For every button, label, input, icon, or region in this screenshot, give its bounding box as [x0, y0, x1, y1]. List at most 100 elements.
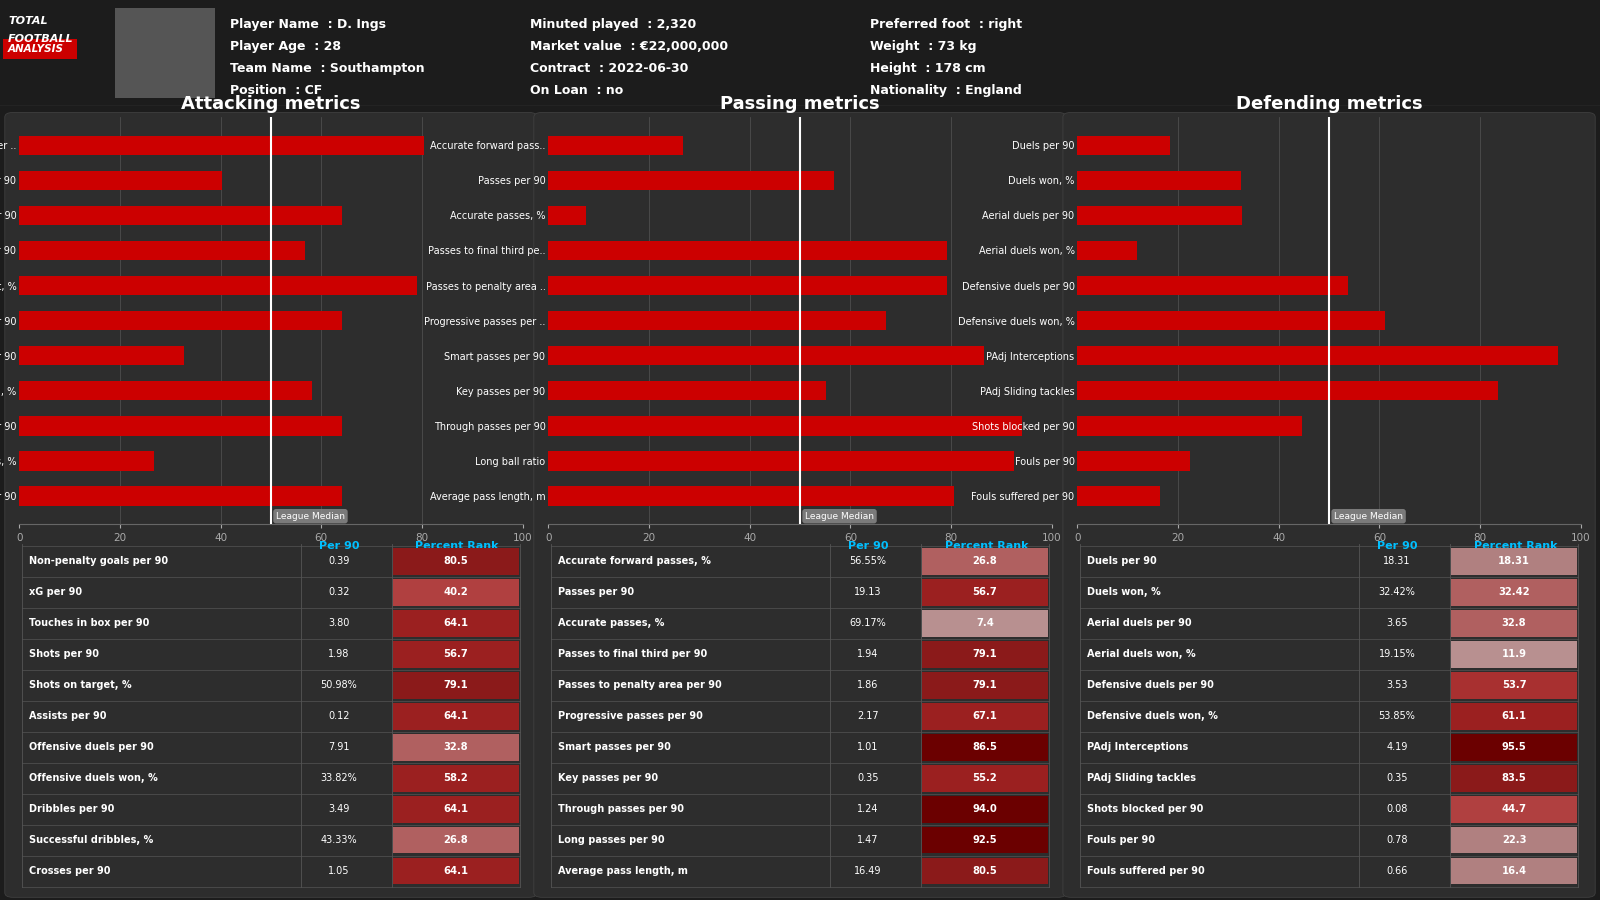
FancyBboxPatch shape	[922, 641, 1048, 668]
Text: Shots per 90: Shots per 90	[29, 649, 99, 660]
Text: Team Name  : Southampton: Team Name : Southampton	[230, 62, 424, 75]
FancyBboxPatch shape	[1451, 610, 1576, 636]
Text: Progressive passes per 90: Progressive passes per 90	[558, 711, 704, 721]
Text: 44.7: 44.7	[1501, 804, 1526, 814]
Text: 18.31: 18.31	[1498, 556, 1530, 566]
Text: 0.35: 0.35	[1386, 773, 1408, 783]
Text: ANALYSIS: ANALYSIS	[8, 44, 64, 54]
Text: 1.94: 1.94	[858, 649, 878, 660]
Text: 53.7: 53.7	[1502, 680, 1526, 690]
FancyBboxPatch shape	[394, 703, 518, 730]
Text: 79.1: 79.1	[443, 680, 469, 690]
Text: Weight  : 73 kg: Weight : 73 kg	[870, 40, 976, 53]
Text: Key passes per 90: Key passes per 90	[558, 773, 659, 783]
Text: TOTAL: TOTAL	[8, 16, 48, 26]
Text: 0.39: 0.39	[328, 556, 349, 566]
Bar	[19, 417, 342, 436]
Bar	[549, 382, 826, 400]
Text: Market value  : €22,000,000: Market value : €22,000,000	[530, 40, 728, 53]
Bar	[549, 171, 834, 190]
Text: Assists per 90: Assists per 90	[29, 711, 107, 721]
Text: 19.13: 19.13	[854, 588, 882, 598]
Bar	[549, 276, 947, 295]
Text: Dribbles per 90: Dribbles per 90	[29, 804, 115, 814]
FancyBboxPatch shape	[394, 641, 518, 668]
FancyBboxPatch shape	[922, 827, 1048, 853]
Bar	[1077, 136, 1170, 155]
Bar	[19, 171, 221, 190]
Text: 40.2: 40.2	[443, 588, 469, 598]
Text: PAdj Sliding tackles: PAdj Sliding tackles	[1088, 773, 1197, 783]
Text: 3.80: 3.80	[328, 618, 349, 628]
Text: 53.85%: 53.85%	[1379, 711, 1416, 721]
Bar	[549, 206, 586, 225]
Text: Per 90: Per 90	[848, 541, 888, 551]
Text: 7.4: 7.4	[976, 618, 994, 628]
Bar	[1077, 241, 1138, 260]
Text: 92.5: 92.5	[973, 835, 997, 845]
FancyBboxPatch shape	[1451, 671, 1576, 698]
Bar	[549, 452, 1014, 471]
Bar	[1077, 276, 1347, 295]
FancyBboxPatch shape	[922, 671, 1048, 698]
Text: 19.15%: 19.15%	[1379, 649, 1416, 660]
FancyBboxPatch shape	[394, 610, 518, 636]
Text: 3.53: 3.53	[1386, 680, 1408, 690]
Title: Defending metrics: Defending metrics	[1235, 94, 1422, 112]
Text: 64.1: 64.1	[443, 866, 469, 876]
Text: Percent Rank: Percent Rank	[1474, 541, 1557, 551]
Bar	[19, 382, 312, 400]
Text: Minuted played  : 2,320: Minuted played : 2,320	[530, 18, 696, 31]
Text: 18.31: 18.31	[1384, 556, 1411, 566]
Text: 69.17%: 69.17%	[850, 618, 886, 628]
FancyBboxPatch shape	[922, 734, 1048, 760]
FancyBboxPatch shape	[394, 827, 518, 853]
FancyBboxPatch shape	[394, 579, 518, 606]
Text: 43.33%: 43.33%	[320, 835, 357, 845]
Bar	[19, 452, 154, 471]
FancyBboxPatch shape	[394, 796, 518, 823]
FancyBboxPatch shape	[922, 858, 1048, 885]
Bar	[549, 417, 1021, 436]
Text: Duels won, %: Duels won, %	[1088, 588, 1162, 598]
Bar	[19, 346, 184, 365]
Text: FOOTBALL: FOOTBALL	[8, 34, 74, 44]
Text: Offensive duels won, %: Offensive duels won, %	[29, 773, 158, 783]
Text: Contract  : 2022-06-30: Contract : 2022-06-30	[530, 62, 688, 75]
Text: 1.98: 1.98	[328, 649, 349, 660]
Bar	[19, 206, 342, 225]
Text: 86.5: 86.5	[973, 742, 997, 752]
Text: Per 90: Per 90	[1376, 541, 1418, 551]
Text: Passes to final third per 90: Passes to final third per 90	[558, 649, 707, 660]
Text: 16.49: 16.49	[854, 866, 882, 876]
Text: Successful dribbles, %: Successful dribbles, %	[29, 835, 154, 845]
Text: Aerial duels per 90: Aerial duels per 90	[1088, 618, 1192, 628]
Text: 26.8: 26.8	[973, 556, 997, 566]
FancyBboxPatch shape	[394, 548, 518, 575]
Text: 1.86: 1.86	[858, 680, 878, 690]
Text: 11.9: 11.9	[1501, 649, 1526, 660]
Bar	[1077, 487, 1160, 506]
FancyBboxPatch shape	[922, 796, 1048, 823]
Text: 95.5: 95.5	[1502, 742, 1526, 752]
Text: Passes to penalty area per 90: Passes to penalty area per 90	[558, 680, 722, 690]
Text: Percent Rank: Percent Rank	[416, 541, 499, 551]
Bar	[1077, 346, 1558, 365]
Text: 1.01: 1.01	[858, 742, 878, 752]
Bar	[19, 241, 304, 260]
Title: Passing metrics: Passing metrics	[720, 94, 880, 112]
Text: 56.7: 56.7	[443, 649, 469, 660]
Text: 56.55%: 56.55%	[850, 556, 886, 566]
Text: Shots on target, %: Shots on target, %	[29, 680, 131, 690]
FancyBboxPatch shape	[1451, 796, 1576, 823]
Text: 4.19: 4.19	[1386, 742, 1408, 752]
FancyBboxPatch shape	[1451, 641, 1576, 668]
Text: 61.1: 61.1	[1501, 711, 1526, 721]
Text: PAdj Interceptions: PAdj Interceptions	[1088, 742, 1189, 752]
Text: 1.47: 1.47	[858, 835, 878, 845]
Text: 50.98%: 50.98%	[320, 680, 357, 690]
Text: 1.05: 1.05	[328, 866, 350, 876]
Text: Fouls per 90: Fouls per 90	[1088, 835, 1155, 845]
Text: 32.42: 32.42	[1498, 588, 1530, 598]
Text: Player Name  : D. Ings: Player Name : D. Ings	[230, 18, 386, 31]
